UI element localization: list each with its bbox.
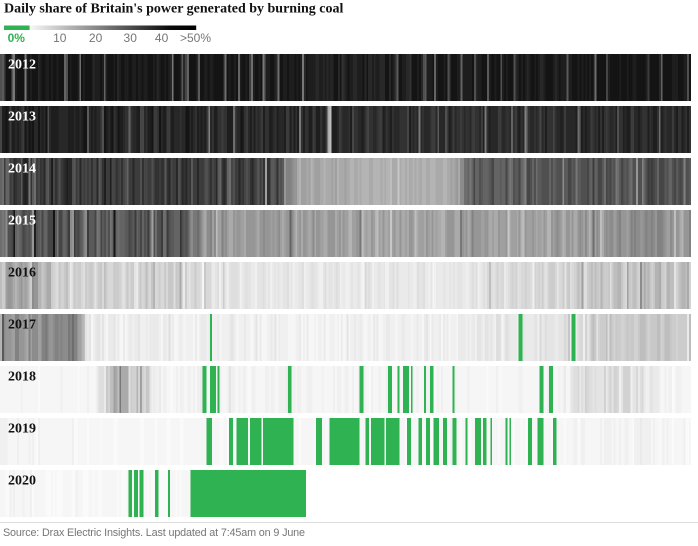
svg-text:10: 10 (53, 31, 67, 45)
svg-text:20: 20 (89, 31, 103, 45)
svg-text:2014: 2014 (8, 162, 36, 177)
svg-text:2013: 2013 (8, 110, 36, 125)
svg-text:2016: 2016 (8, 266, 36, 281)
svg-text:0%: 0% (8, 31, 26, 45)
svg-text:2012: 2012 (8, 58, 36, 73)
svg-text:2017: 2017 (8, 318, 36, 333)
svg-text:2020: 2020 (8, 474, 36, 489)
svg-text:2015: 2015 (8, 214, 36, 229)
svg-text:2018: 2018 (8, 370, 36, 385)
svg-text:Source: Drax Electric Insights: Source: Drax Electric Insights. Last upd… (3, 527, 305, 539)
svg-text:2019: 2019 (8, 422, 36, 437)
svg-text:40: 40 (155, 31, 169, 45)
svg-text:30: 30 (124, 31, 138, 45)
svg-text:Daily share of Britain's power: Daily share of Britain's power generated… (4, 2, 343, 17)
svg-text:>50%: >50% (180, 31, 211, 45)
